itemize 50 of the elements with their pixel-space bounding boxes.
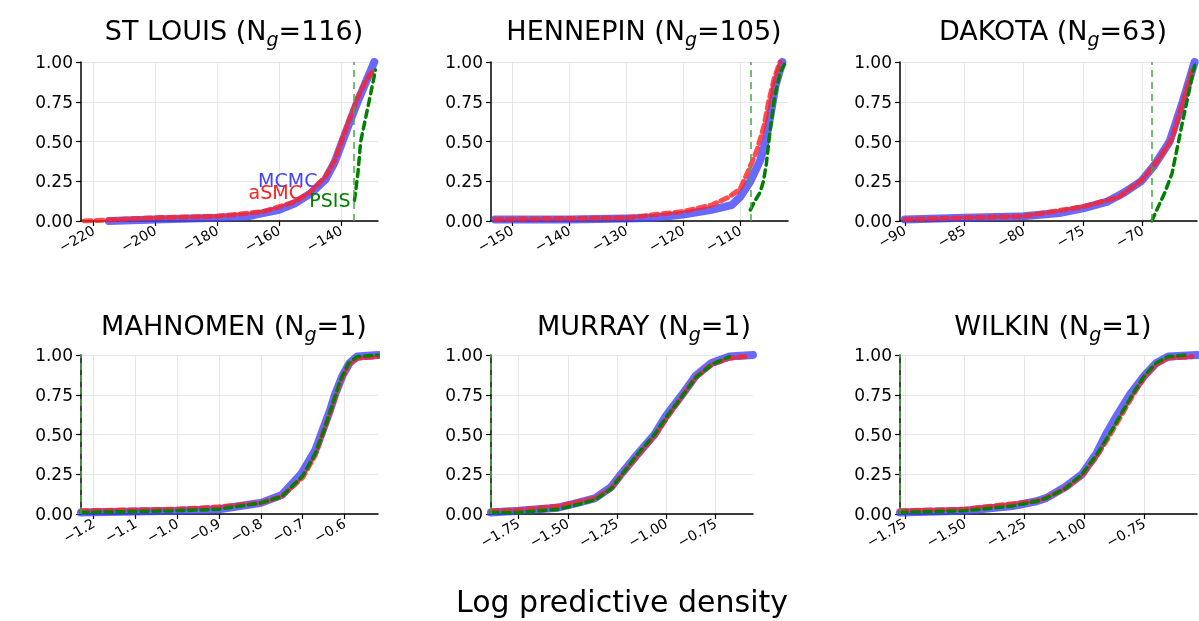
- y-tick-label: 0.00: [445, 211, 483, 231]
- x-tick-label: −120: [645, 222, 688, 256]
- y-tick-label: 1.00: [35, 345, 73, 365]
- x-tick-label: −160: [241, 222, 283, 256]
- y-tick-label: 0.50: [445, 131, 483, 152]
- x-tick-label: −0.8: [227, 515, 265, 546]
- y-tick-label: 0.25: [35, 464, 73, 485]
- x-tick-label: −0.7: [269, 515, 307, 546]
- x-tick-label: −140: [303, 222, 345, 256]
- series-label: PSIS: [309, 189, 351, 212]
- y-tick-label: 0.50: [445, 424, 483, 445]
- y-tick-label: 0.50: [35, 131, 73, 152]
- y-tick-label: 0.50: [35, 424, 73, 445]
- y-tick-label: 0.75: [854, 91, 892, 112]
- y-tick-label: 1.00: [445, 52, 483, 72]
- y-tick-label: 0.25: [854, 171, 892, 192]
- y-tick-label: 0.50: [854, 131, 892, 152]
- x-tick-label: −0.6: [311, 515, 349, 546]
- y-tick-label: 0.00: [854, 504, 892, 524]
- y-tick-label: 1.00: [854, 52, 892, 72]
- x-tick-label: −1.1: [101, 515, 140, 546]
- x-tick-label: −70: [1112, 222, 1147, 251]
- y-tick-label: 0.25: [854, 464, 892, 485]
- x-tick-label: −200: [117, 222, 160, 256]
- x-tick-label: −85: [934, 222, 969, 251]
- x-tick-label: −0.9: [185, 515, 224, 546]
- y-tick-label: 0.25: [35, 171, 73, 192]
- y-tick-label: 0.75: [445, 384, 483, 405]
- x-tick-label: −75: [1053, 222, 1087, 251]
- y-tick-label: 0.00: [35, 211, 73, 231]
- y-tick-label: 0.00: [445, 504, 483, 524]
- x-tick-label: −130: [588, 222, 631, 256]
- y-tick-label: 0.75: [445, 91, 483, 112]
- x-tick-label: −110: [702, 222, 745, 256]
- y-tick-label: 0.75: [35, 384, 73, 405]
- y-tick-label: 0.00: [854, 211, 892, 231]
- y-tick-label: 0.75: [35, 91, 73, 112]
- y-tick-label: 1.00: [35, 52, 73, 72]
- x-tick-label: −180: [179, 222, 222, 256]
- y-tick-label: 1.00: [445, 345, 483, 365]
- x-tick-label: −80: [993, 222, 1028, 251]
- x-axis-title: Log predictive density: [455, 583, 788, 619]
- y-tick-label: 0.50: [854, 424, 892, 445]
- x-tick-label: −1.0: [143, 515, 182, 546]
- y-tick-label: 1.00: [854, 345, 892, 365]
- y-tick-label: 0.00: [35, 504, 73, 524]
- y-tick-label: 0.75: [854, 384, 892, 405]
- y-tick-label: 0.25: [445, 171, 483, 192]
- y-tick-label: 0.25: [445, 464, 483, 485]
- x-tick-label: −140: [531, 222, 574, 256]
